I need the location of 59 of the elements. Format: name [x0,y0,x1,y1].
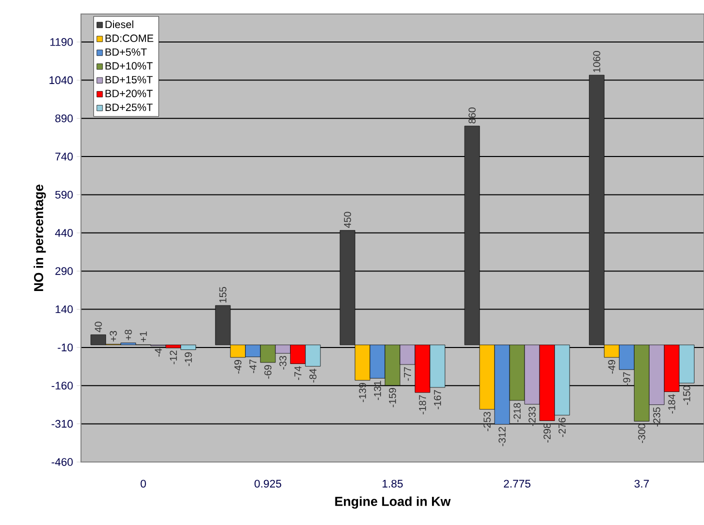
x-axis-title: Engine Load in Kw [335,496,451,509]
data-label: -4 [154,348,162,357]
data-label: -131 [374,380,382,400]
data-label: -74 [294,366,302,380]
data-label: -84 [309,368,316,383]
data-label: 860 [468,108,476,124]
x-tick-label: 0 [140,480,146,488]
data-label: +1 [140,332,147,342]
data-label: -159 [388,388,396,408]
data-label: -77 [404,367,411,381]
data-label: -218 [514,403,521,422]
x-tick-label: 3.7 [634,480,649,488]
legend-label: Diesel [106,20,134,28]
x-tick-label: 1.85 [382,480,403,488]
y-tick-label: 1190 [50,38,73,46]
data-label: -97 [623,372,630,386]
data-label: -312 [498,427,506,446]
y-tick-label: -10 [58,344,73,352]
legend-label: BD+20%T [106,90,153,98]
y-tick-label: 140 [56,305,73,314]
data-label: -47 [249,360,256,374]
x-tick-label: 2.775 [504,480,530,488]
data-label: -19 [184,352,192,366]
y-tick-label: -310 [52,420,73,428]
legend-label: BD+10%T [106,62,153,70]
data-label: 155 [219,286,226,302]
y-tick-label: -460 [52,458,73,466]
legend-label: BD+15%T [106,76,153,84]
data-label: -184 [668,394,676,414]
data-label: -150 [683,386,690,405]
legend-label: BD:COME [106,34,154,42]
y-tick-label: 1040 [50,76,73,84]
data-label: 1060 [593,51,600,72]
data-label: -167 [434,390,442,410]
data-label: -33 [279,356,286,370]
y-tick-label: 290 [55,267,73,275]
data-label: -69 [264,365,272,379]
data-label: -12 [170,350,177,364]
data-label: +8 [124,330,132,340]
data-label: 40 [94,322,102,332]
y-tick-label: 590 [55,190,73,199]
y-axis-title: NO in percentage [34,184,46,291]
data-label: 450 [344,212,352,228]
data-label: -233 [528,406,536,426]
data-label: +3 [110,330,117,342]
data-label: -139 [358,382,366,402]
data-label: -276 [558,418,566,437]
data-label: -253 [484,412,491,432]
legend-label: BD+25%T [106,104,153,112]
x-tick-label: 0.925 [254,480,282,488]
legend-label: BD+5%T [106,48,147,56]
y-tick-label: 890 [55,114,73,122]
y-tick-label: 440 [55,229,73,237]
data-label: -49 [234,360,242,374]
data-label: -235 [653,407,660,426]
data-label: -49 [608,360,616,374]
y-tick-label: -160 [52,382,73,390]
y-tick-label: 740 [55,152,73,160]
data-label: -187 [418,395,426,414]
